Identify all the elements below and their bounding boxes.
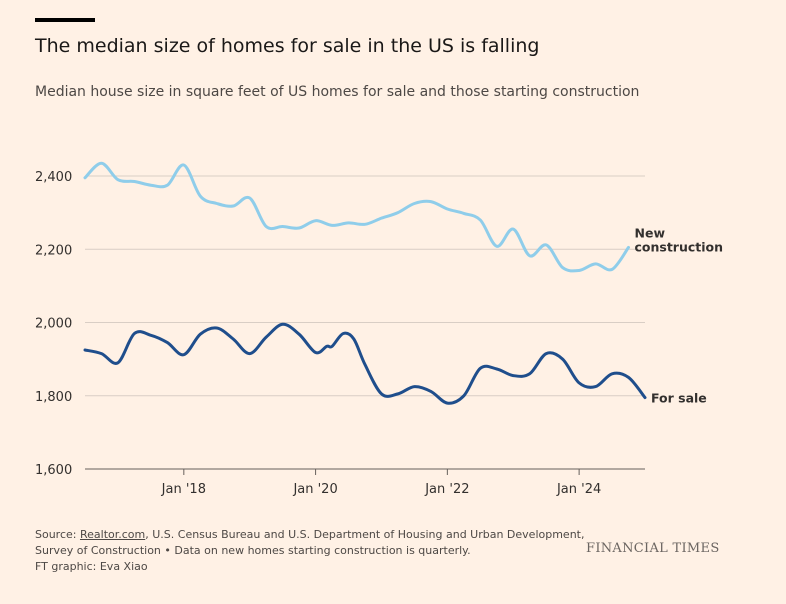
data-point-new-construction-2	[117, 179, 119, 181]
data-point-for-sale-8	[216, 327, 218, 329]
series-label-new-construction-1: construction	[635, 239, 724, 254]
series-line-new-construction	[83, 161, 630, 273]
data-point-for-sale-20	[380, 393, 382, 395]
data-point-for-sale-33	[594, 385, 596, 387]
data-point-new-construction-13	[298, 227, 300, 229]
data-point-new-construction-16	[347, 222, 349, 224]
source-prefix: Source:	[35, 528, 80, 541]
data-point-new-construction-25	[496, 245, 498, 247]
data-point-for-sale-1	[100, 352, 102, 354]
data-point-for-sale-5	[166, 341, 168, 343]
line-chart: 1,600 1,800 2,000 2,200 2,400 Jan '18 Jan '20 J…	[35, 161, 724, 497]
data-point-new-construction-20	[413, 202, 415, 204]
data-point-new-construction-4	[150, 184, 152, 186]
data-point-for-sale-13	[298, 333, 300, 335]
data-point-for-sale-36	[644, 396, 646, 398]
data-point-for-sale-23	[430, 390, 432, 392]
data-point-new-construction-6	[183, 164, 185, 166]
y-tick-label-1600: 1,600	[35, 463, 72, 478]
data-point-new-construction-17	[364, 223, 366, 225]
data-point-new-construction-19	[397, 211, 399, 213]
data-point-new-construction-12	[281, 225, 283, 227]
financial-times-logo: FINANCIAL TIMES	[586, 541, 720, 556]
y-tick-label-2400: 2,400	[35, 170, 72, 185]
source-note: Source: Realtor.com, U.S. Census Bureau …	[35, 527, 584, 575]
data-point-for-sale-0	[84, 349, 86, 351]
data-point-for-sale-31	[561, 358, 563, 360]
graphic-credit: FT graphic: Eva Xiao	[35, 560, 148, 573]
data-point-for-sale-6	[183, 354, 185, 356]
data-point-new-construction-11	[265, 225, 267, 227]
source-line-1: Source: Realtor.com, U.S. Census Bureau …	[35, 527, 584, 543]
data-point-for-sale-21	[397, 393, 399, 395]
data-point-new-construction-9	[232, 205, 234, 207]
x-tick-label-2024: Jan '24	[556, 482, 601, 497]
data-point-new-construction-26	[512, 228, 514, 230]
y-tick-label-2200: 2,200	[35, 243, 72, 258]
y-tick-label-1800: 1,800	[35, 390, 72, 405]
y-tick-label-2000: 2,000	[35, 317, 72, 332]
data-point-new-construction-10	[249, 197, 251, 199]
data-point-for-sale-11	[265, 336, 267, 338]
data-point-new-construction-27	[529, 255, 531, 257]
data-point-new-construction-29	[561, 266, 563, 268]
data-point-new-construction-33	[627, 246, 629, 248]
data-point-for-sale-27	[496, 368, 498, 370]
x-tick-label-2020: Jan '20	[292, 482, 337, 497]
data-point-for-sale-15	[326, 345, 328, 347]
data-point-new-construction-21	[430, 200, 432, 202]
data-point-new-construction-22	[446, 208, 448, 210]
data-point-new-construction-8	[216, 202, 218, 204]
data-point-for-sale-29	[529, 373, 531, 375]
data-point-for-sale-17	[342, 332, 344, 334]
data-point-for-sale-34	[611, 373, 613, 375]
data-point-for-sale-19	[364, 363, 366, 365]
chart-subtitle: Median house size in square feet of US h…	[35, 84, 640, 100]
data-point-new-construction-30	[578, 269, 580, 271]
data-point-new-construction-31	[594, 263, 596, 265]
data-point-for-sale-35	[627, 376, 629, 378]
data-point-for-sale-4	[150, 334, 152, 336]
data-point-for-sale-18	[353, 338, 355, 340]
data-point-for-sale-16	[331, 345, 333, 347]
data-point-for-sale-22	[413, 385, 415, 387]
x-tick-label-2022: Jan '22	[424, 482, 469, 497]
data-point-new-construction-7	[199, 195, 201, 197]
data-point-new-construction-18	[380, 217, 382, 219]
data-point-new-construction-32	[611, 268, 613, 270]
series-label-for-sale-0: For sale	[651, 391, 707, 406]
data-point-for-sale-30	[545, 352, 547, 354]
data-point-for-sale-9	[232, 338, 234, 340]
data-point-new-construction-23	[463, 212, 465, 214]
data-point-new-construction-5	[166, 184, 168, 186]
data-point-for-sale-10	[249, 352, 251, 354]
ft-top-rule	[35, 18, 95, 22]
data-point-for-sale-3	[133, 332, 135, 334]
x-tick-label-2018: Jan '18	[161, 482, 206, 497]
chart-title: The median size of homes for sale in the…	[35, 35, 540, 57]
data-point-new-construction-14	[314, 220, 316, 222]
series-label-new-construction-0: New	[635, 225, 666, 240]
data-point-new-construction-3	[133, 180, 135, 182]
source-link-realtor[interactable]: Realtor.com	[79, 528, 146, 541]
data-point-for-sale-12	[281, 323, 283, 325]
data-point-new-construction-15	[331, 224, 333, 226]
data-point-for-sale-28	[512, 374, 514, 376]
data-point-for-sale-32	[578, 382, 580, 384]
series-line-for-sale	[83, 322, 647, 405]
data-point-for-sale-24	[446, 402, 448, 404]
data-point-new-construction-1	[100, 162, 102, 164]
data-point-new-construction-24	[479, 219, 481, 221]
data-point-new-construction-28	[545, 244, 547, 246]
data-point-new-construction-0	[84, 177, 86, 179]
data-point-for-sale-7	[199, 333, 201, 335]
source-rest: , U.S. Census Bureau and U.S. Department…	[145, 528, 585, 541]
data-point-for-sale-26	[479, 367, 481, 369]
data-point-for-sale-25	[463, 395, 465, 397]
source-line-2: Survey of Construction • Data on new hom…	[35, 544, 471, 557]
data-point-for-sale-14	[314, 351, 316, 353]
data-point-for-sale-2	[117, 362, 119, 364]
